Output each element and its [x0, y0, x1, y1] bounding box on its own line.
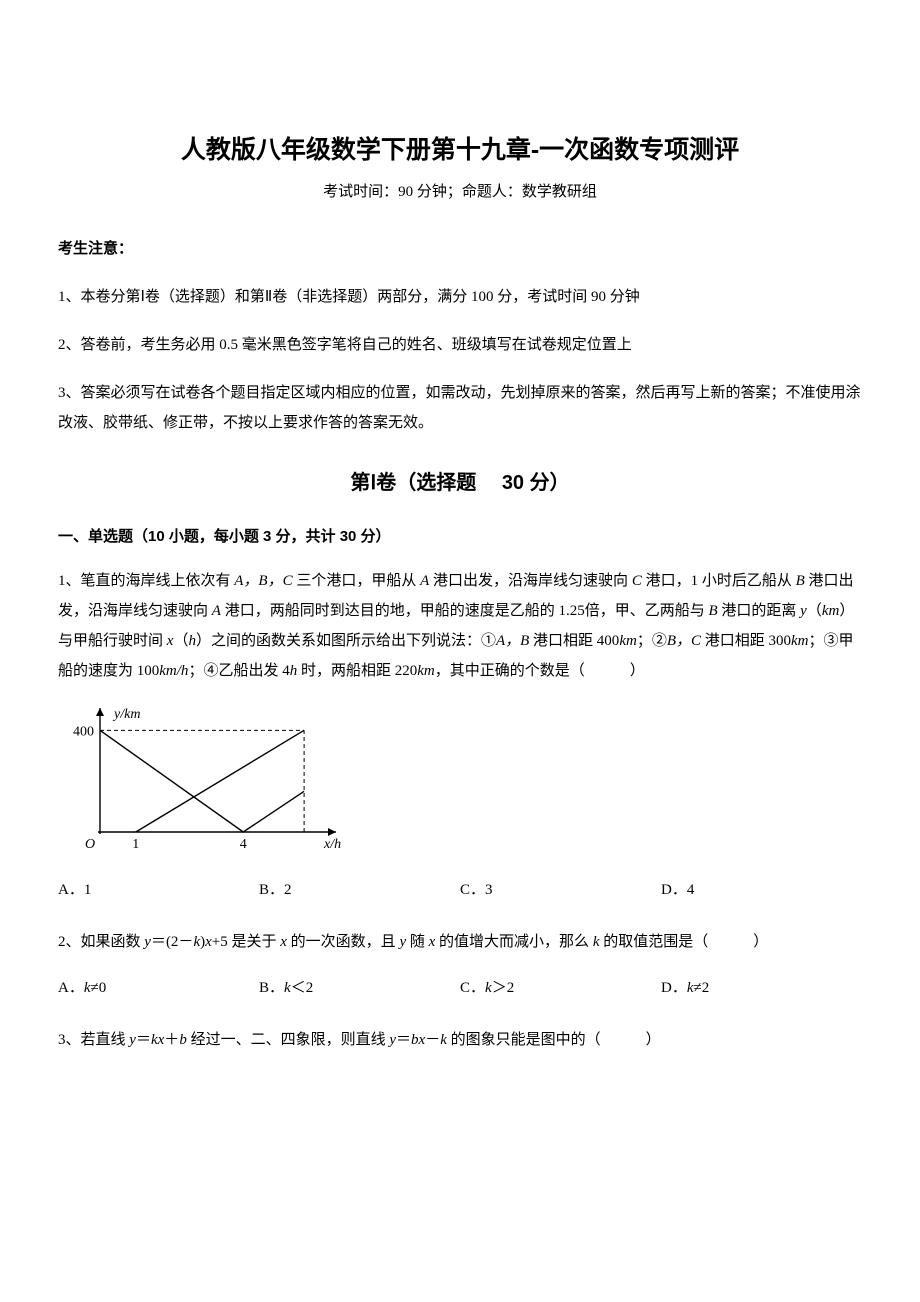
opt-text: D．	[661, 980, 687, 996]
q1-text: 港口的距离	[718, 603, 801, 619]
q1-text: 港口相距 400	[529, 633, 619, 649]
notice-item: 2、答卷前，考生务必用 0.5 毫米黑色签字笔将自己的姓名、班级填写在试卷规定位…	[58, 330, 862, 360]
opt-text: ≠2	[694, 980, 710, 996]
question-2: 2、如果函数 y＝(2－k)x+5 是关于 x 的一次函数，且 y 随 x 的值…	[58, 927, 862, 957]
q3-var: y	[129, 1032, 136, 1048]
opt-text: ＜2	[291, 980, 314, 996]
part-heading: 一、单选题（10 小题，每小题 3 分，共计 30 分）	[58, 525, 862, 546]
notice-item: 1、本卷分第Ⅰ卷（选择题）和第Ⅱ卷（非选择题）两部分，满分 100 分，考试时间…	[58, 282, 862, 312]
q3-var: k	[151, 1032, 158, 1048]
section-heading: 第Ⅰ卷（选择题 30 分）	[58, 466, 862, 495]
q2-text: 随	[406, 934, 429, 950]
q3-text: －	[425, 1032, 440, 1048]
q2-text: 的取值范围是（ ）	[599, 934, 768, 950]
q1-var: B	[708, 603, 717, 619]
q2-opt-d: D．k≠2	[661, 973, 862, 1003]
q2-text: ＝(2－	[151, 934, 194, 950]
q1-text: 1、笔直的海岸线上依次有	[58, 573, 234, 589]
q2-text: 2、如果函数	[58, 934, 144, 950]
notice-item: 3、答案必须写在试卷各个题目指定区域内相应的位置，如需改动，先划掉原来的答案，然…	[58, 378, 862, 438]
q1-text: 港口相距 300	[701, 633, 791, 649]
q3-text: ＝	[136, 1032, 151, 1048]
q1-text: ）之间的函数关系如图所示给出下列说法：①	[196, 633, 496, 649]
q2-text: +5 是关于	[212, 934, 280, 950]
q1-text: （	[173, 633, 188, 649]
q3-text: 经过一、二、四象限，则直线	[187, 1032, 390, 1048]
svg-text:x/h: x/h	[323, 837, 341, 852]
q1-opt-b: B．2	[259, 875, 460, 905]
q1-var: km	[619, 633, 637, 649]
opt-var: k	[284, 980, 291, 996]
q1-text: 港口，1 小时后乙船从	[642, 573, 796, 589]
chart-svg: 400 1 4 Oy/km x/h	[58, 702, 358, 852]
q2-opt-c: C．k＞2	[460, 973, 661, 1003]
q1-var: B	[796, 573, 805, 589]
q2-options: A．k≠0 B．k＜2 C．k＞2 D．k≠2	[58, 973, 862, 1003]
q1-var: km	[822, 603, 840, 619]
q1-text: （	[807, 603, 822, 619]
q1-var: y	[800, 603, 807, 619]
q1-var: A	[420, 573, 429, 589]
q1-opt-c: C．3	[460, 875, 661, 905]
q1-text: 三个港口，甲船从	[293, 573, 421, 589]
q1-text: ，其中正确的个数是（ ）	[435, 663, 645, 679]
q1-text: 港口出发，沿海岸线匀速驶向	[429, 573, 632, 589]
exam-subtitle: 考试时间：90 分钟；命题人：数学教研组	[58, 180, 862, 201]
svg-text:y/km: y/km	[112, 707, 140, 722]
q2-var: x	[205, 934, 212, 950]
q1-options: A．1 B．2 C．3 D．4	[58, 875, 862, 905]
q2-opt-a: A．k≠0	[58, 973, 259, 1003]
opt-text: ＞2	[492, 980, 515, 996]
q1-var: A，B，C	[234, 573, 292, 589]
opt-text: B．	[259, 980, 284, 996]
svg-text:400: 400	[73, 724, 94, 739]
q3-var: k	[440, 1032, 447, 1048]
svg-text:1: 1	[132, 837, 139, 852]
q1-var: h	[188, 633, 196, 649]
opt-text: C．	[460, 980, 485, 996]
q3-text: 3、若直线	[58, 1032, 129, 1048]
q1-chart: 400 1 4 Oy/km x/h	[58, 702, 862, 857]
opt-text: ≠0	[91, 980, 107, 996]
q1-var: km	[417, 663, 435, 679]
q2-var: x	[280, 934, 287, 950]
exam-title: 人教版八年级数学下册第十九章-一次函数专项测评	[58, 130, 862, 166]
q3-var: b	[411, 1032, 419, 1048]
q1-var: A，B	[496, 633, 529, 649]
svg-text:4: 4	[240, 837, 247, 852]
q1-var: B，C	[667, 633, 701, 649]
q2-var: y	[144, 934, 151, 950]
q1-opt-a: A．1	[58, 875, 259, 905]
question-3: 3、若直线 y＝kx＋b 经过一、二、四象限，则直线 y＝bx－k 的图象只能是…	[58, 1025, 862, 1055]
q3-var: y	[389, 1032, 396, 1048]
q1-text: 时，两船相距 220	[297, 663, 417, 679]
question-1: 1、笔直的海岸线上依次有 A，B，C 三个港口，甲船从 A 港口出发，沿海岸线匀…	[58, 566, 862, 686]
opt-var: k	[687, 980, 694, 996]
q1-var: km/h	[159, 663, 188, 679]
q3-text: ＝	[396, 1032, 411, 1048]
q1-var: A	[212, 603, 221, 619]
q1-text: 港口，两船同时到达目的地，甲船的速度是乙船的 1.25倍，甲、乙两船与	[221, 603, 709, 619]
q2-text: 的值增大而减小，那么	[435, 934, 593, 950]
q3-text: 的图象只能是图中的（ ）	[447, 1032, 661, 1048]
q1-text: ；②	[637, 633, 667, 649]
opt-var: k	[485, 980, 492, 996]
svg-text:O: O	[85, 837, 95, 852]
q2-opt-b: B．k＜2	[259, 973, 460, 1003]
notice-heading: 考生注意：	[58, 237, 862, 258]
opt-text: A．	[58, 980, 84, 996]
q3-var: b	[179, 1032, 187, 1048]
q3-text: ＋	[164, 1032, 179, 1048]
q1-var: km	[791, 633, 809, 649]
q1-opt-d: D．4	[661, 875, 862, 905]
q2-text: 的一次函数，且	[287, 934, 400, 950]
opt-var: k	[84, 980, 91, 996]
q1-text: ；④乙船出发 4	[188, 663, 289, 679]
q1-var: C	[632, 573, 642, 589]
